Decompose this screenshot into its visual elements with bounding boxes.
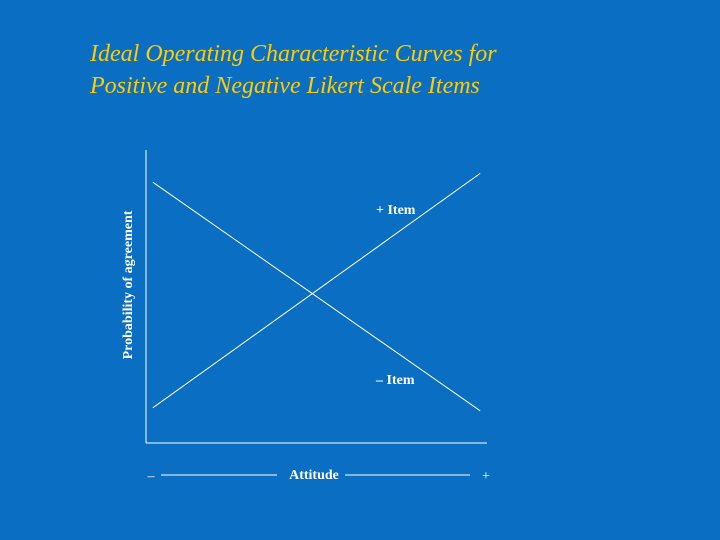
x-axis-minus-label: – — [147, 469, 156, 484]
slide-title-line-1: Ideal Operating Characteristic Curves fo… — [90, 41, 497, 67]
series-line-negative-item — [152, 181, 481, 412]
x-axis-label: Attitude — [289, 468, 339, 483]
series-layer — [152, 172, 481, 412]
slide-title-line-2: Positive and Negative Likert Scale Items — [90, 73, 480, 99]
series-line-positive-item — [152, 172, 481, 409]
series-label-negative: – Item — [375, 373, 415, 388]
series-label-positive: + Item — [376, 203, 416, 218]
slide-title: Ideal Operating Characteristic Curves fo… — [90, 38, 497, 102]
y-axis-label: Probability of agreement — [121, 210, 136, 359]
x-axis-plus-label: + — [482, 469, 490, 484]
